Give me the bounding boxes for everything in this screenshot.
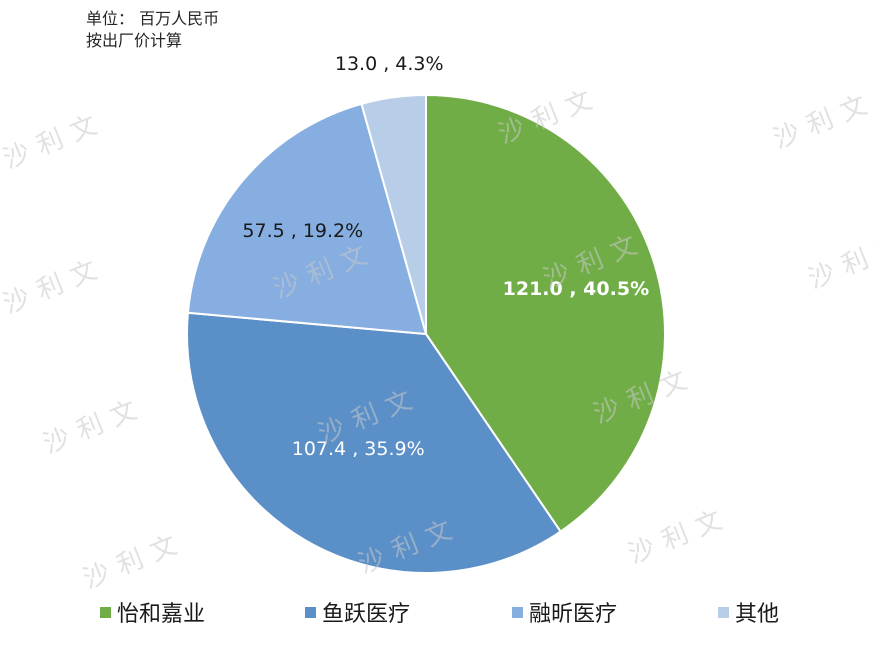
legend-swatch	[100, 606, 111, 618]
slice-data-label-1: 121.0 , 40.5%	[503, 278, 649, 300]
unit-note-line2: 按出厂价计算	[86, 31, 183, 50]
legend-item: 怡和嘉业	[100, 592, 205, 632]
pie-slice-3	[186, 102, 428, 336]
legend-item: 其他	[718, 592, 779, 632]
legend-label: 鱼跃医疗	[322, 602, 411, 627]
pie-slice-4	[360, 93, 427, 335]
unit-note: 单位： 百万人民币 按出厂价计算	[86, 8, 219, 52]
legend-swatch	[512, 606, 523, 618]
legend-swatch	[305, 606, 316, 618]
legend-swatch	[718, 606, 729, 618]
pie-slice-1	[425, 93, 666, 533]
legend-item: 鱼跃医疗	[305, 592, 410, 632]
slice-data-label-4: 13.0 , 4.3%	[335, 53, 444, 75]
slice-data-label-3: 57.5 , 19.2%	[242, 220, 363, 242]
legend-item: 融昕医疗	[512, 592, 617, 632]
unit-note-line1: 单位： 百万人民币	[86, 9, 220, 28]
slice-data-label-2: 107.4 , 35.9%	[292, 438, 425, 460]
legend-label: 怡和嘉业	[117, 602, 206, 627]
legend-label: 融昕医疗	[529, 602, 618, 627]
legend: 怡和嘉业 鱼跃医疗 融昕医疗 其他	[0, 592, 875, 632]
pie-slice-2	[186, 311, 562, 574]
legend-label: 其他	[735, 602, 780, 627]
